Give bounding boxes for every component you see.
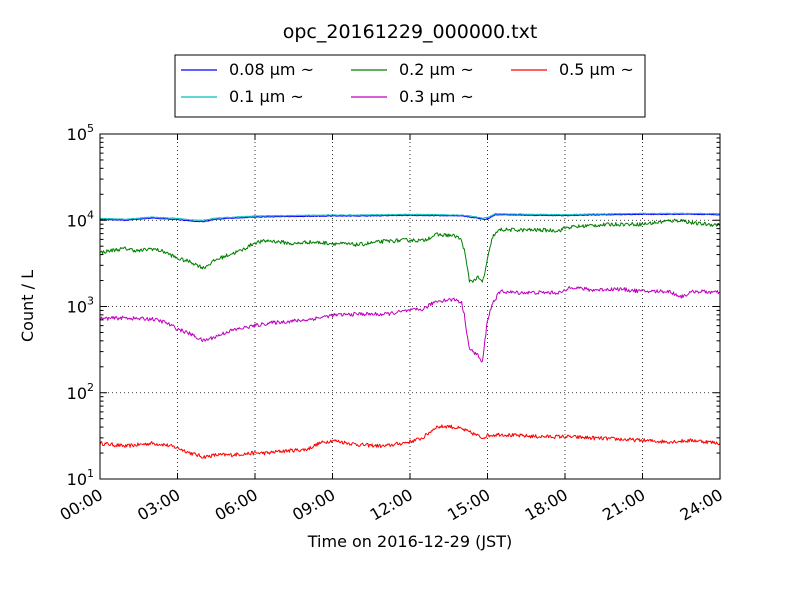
grid-lines [100,134,720,479]
series-line-4 [99,424,721,459]
y-tick-base: 10 [67,211,87,230]
legend-label-0: 0.08 μm ~ [229,60,314,79]
y-tick-exponent: 5 [87,122,94,135]
y-tick-label: 102 [67,381,94,403]
series-line-2 [99,218,721,283]
x-tick-label: 00:00 [57,485,106,525]
y-tick-label: 104 [67,208,94,230]
y-tick-label: 103 [67,295,94,317]
series-line-1 [99,212,720,221]
legend-label-2: 0.2 μm ~ [399,60,474,79]
series-line-0 [99,213,721,223]
y-tick-label: 101 [67,467,94,489]
legend: 0.08 μm ~ 0.1 μm ~ 0.2 μm ~ 0.3 μm ~ 0.5 μm … [174,54,646,118]
x-axis-label: Time on 2016-12-29 (JST) [307,532,512,551]
y-tick-exponent: 2 [87,381,94,394]
legend-box [174,54,646,118]
legend-label-1: 0.1 μm ~ [229,87,304,106]
y-tick-exponent: 4 [87,208,94,221]
x-tick-label: 03:00 [134,485,183,525]
x-tick-label: 24:00 [677,485,726,525]
x-tick-label: 12:00 [367,485,416,525]
y-tick-base: 10 [67,298,87,317]
x-tick-label: 09:00 [289,485,338,525]
y-axis-label: Count / L [18,270,37,342]
legend-label-3: 0.3 μm ~ [399,87,474,106]
axis-ticks: 00:00 03:00 06:00 09:00 12:00 15:00 18:00 21:00… [57,122,726,525]
y-tick-exponent: 3 [87,295,94,308]
y-tick-label: 105 [67,122,94,144]
x-tick-label: 06:00 [212,485,261,525]
x-tick-label: 15:00 [444,485,493,525]
y-tick-exponent: 1 [87,467,94,480]
x-tick-label: 18:00 [522,485,571,525]
series-layer [99,212,721,459]
chart-title: opc_20161229_000000.txt [283,21,538,43]
y-tick-base: 10 [67,384,87,403]
legend-label-4: 0.5 μm ~ [559,60,634,79]
x-tick-label: 21:00 [599,485,648,525]
y-tick-base: 10 [67,470,87,489]
y-tick-base: 10 [67,125,87,144]
series-line-3 [99,286,721,363]
